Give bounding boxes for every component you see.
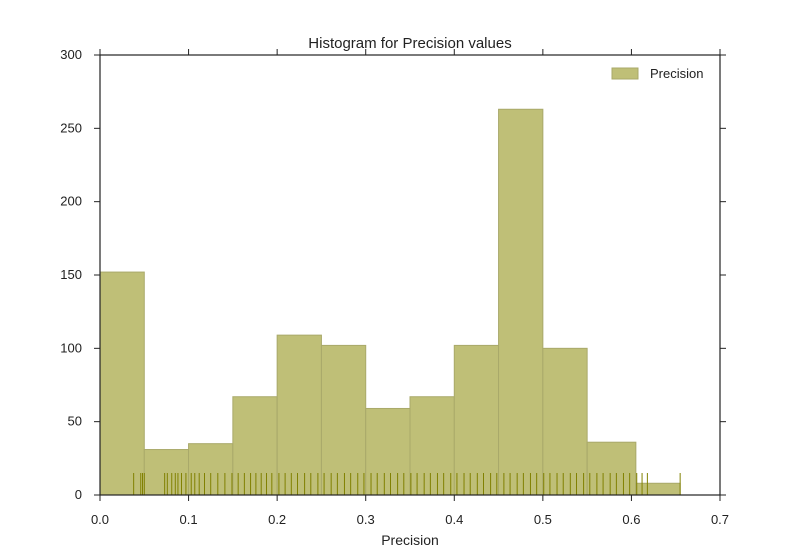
y-tick-label-4: 200 [60,194,82,209]
x-axis-label: Precision [381,532,439,548]
x-tick-label-1: 0.1 [180,512,198,527]
histogram-bar-7 [409,396,455,496]
chart-title: Histogram for Precision values [308,35,511,52]
x-tick-label-5: 0.5 [534,512,552,527]
histogram-bar-3 [232,396,278,496]
x-tick-label-0: 0.0 [91,512,109,527]
legend: Precision [611,66,703,81]
rug-layer [99,473,681,495]
legend-label: Precision [650,66,703,81]
y-tick-label-1: 50 [68,414,82,429]
histogram-bar-9 [498,108,544,496]
x-tick-label-6: 0.6 [622,512,640,527]
y-tick-label-3: 150 [60,267,82,282]
histogram-bar-8 [453,344,500,496]
y-tick-label-5: 250 [60,120,82,135]
histogram-bar-5 [320,344,367,496]
x-tick-label-3: 0.3 [357,512,375,527]
legend-swatch [611,67,639,80]
bars-layer [99,108,681,496]
histogram-bar-0 [99,271,145,496]
x-tick-label-4: 0.4 [445,512,463,527]
histogram-bar-4 [276,334,322,496]
x-tick-label-2: 0.2 [268,512,286,527]
y-tick-label-6: 300 [60,47,82,62]
x-axis-ticks: 0.0 0.1 0.2 0.3 0.4 0.5 0.6 0.7 [91,49,729,527]
y-tick-label-0: 0 [75,487,82,502]
x-tick-label-7: 0.7 [711,512,729,527]
y-tick-label-2: 100 [60,340,82,355]
y-axis-ticks: 0 50 100 150 200 250 300 [60,47,726,502]
histogram-bar-11 [586,441,637,496]
